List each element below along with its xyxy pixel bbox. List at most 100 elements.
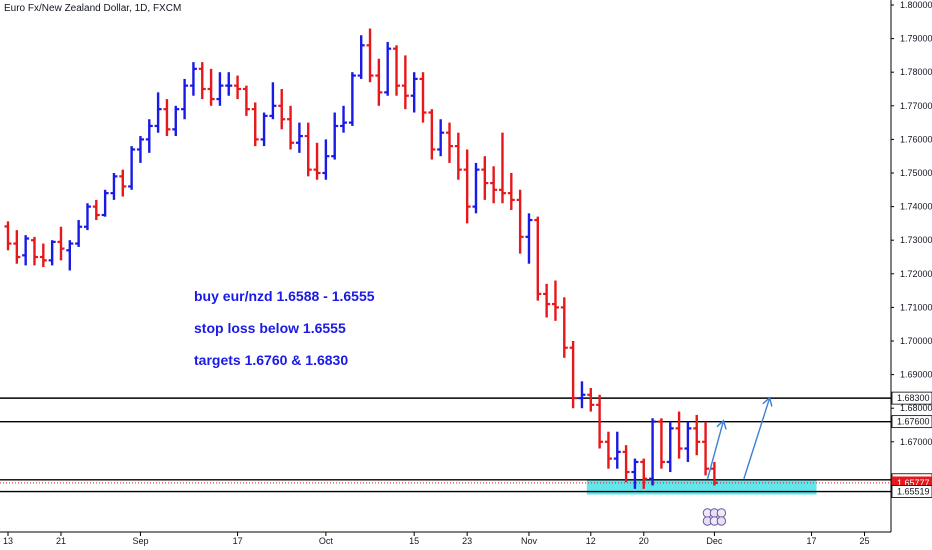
level-tag-label: 1.65519: [897, 487, 930, 497]
price-bar: [13, 230, 21, 264]
price-bar: [83, 203, 91, 231]
time-tick-label: 15: [409, 536, 419, 546]
price-bar: [340, 105, 348, 133]
time-tick-label: 25: [860, 536, 870, 546]
price-tick-label: 1.77000: [900, 101, 932, 111]
level-tag-label: 1.68300: [897, 393, 930, 403]
price-tick-label: 1.75000: [900, 168, 932, 178]
price-bar: [251, 102, 259, 147]
price-tick-label: 1.73000: [900, 235, 932, 245]
price-bar: [348, 72, 356, 126]
price-bar: [110, 173, 118, 200]
price-bars-layer: [4, 28, 718, 489]
time-tick-label: Nov: [521, 536, 538, 546]
price-tick-label: 1.71000: [900, 302, 932, 312]
price-bar: [30, 236, 38, 266]
price-bar: [437, 119, 445, 157]
trade-note-targets: targets 1.6760 & 1.6830: [194, 352, 349, 368]
price-bar: [189, 62, 197, 96]
price-bar: [454, 132, 462, 180]
last-price-tag-label: 1.65777: [897, 478, 930, 488]
time-axis[interactable]: 13 21 Sep 17 Oct 15 23 Nov 12 20 Dec 17 25: [0, 531, 891, 546]
projection-arrows-layer: [706, 399, 770, 479]
price-bar: [419, 72, 427, 123]
price-bar: [693, 414, 701, 456]
price-bar: [269, 82, 277, 120]
price-bar: [4, 221, 12, 251]
price-bar: [101, 189, 109, 217]
price-bar: [357, 35, 365, 79]
price-bar: [119, 169, 127, 197]
price-bar: [507, 173, 515, 210]
time-tick-label: 21: [56, 536, 66, 546]
time-tick-label: Dec: [706, 536, 723, 546]
level-tag-bg: [891, 415, 932, 429]
price-bar: [295, 122, 303, 153]
price-bar: [313, 142, 321, 180]
price-bar: [560, 297, 568, 358]
level-tag-label: 1.67600: [897, 417, 930, 427]
price-bar: [649, 418, 657, 486]
price-bar: [225, 72, 233, 96]
price-bar: [234, 75, 242, 100]
price-bar: [578, 381, 586, 409]
price-tick-label: 1.79000: [900, 34, 932, 44]
price-tick-label: 1.67000: [900, 437, 932, 447]
price-bar: [216, 72, 224, 106]
price-bar: [304, 122, 312, 177]
price-bar: [322, 139, 330, 180]
price-tick-label: 1.74000: [900, 202, 932, 212]
price-bar: [39, 243, 47, 268]
price-tick-label: 1.68000: [900, 403, 932, 413]
buy-zone-layer: [586, 479, 817, 495]
price-bar: [163, 99, 171, 137]
price-tick-label: 1.69000: [900, 370, 932, 380]
price-bar: [516, 189, 524, 254]
price-bar: [384, 41, 392, 96]
price-bar: [198, 62, 206, 100]
price-bar: [145, 119, 153, 153]
price-bar: [428, 109, 436, 160]
price-bar: [622, 445, 630, 483]
price-bar: [472, 162, 480, 214]
price-bar: [278, 89, 286, 130]
price-bar: [490, 166, 498, 204]
event-marker-icon: [716, 508, 727, 518]
time-tick-label: 13: [3, 536, 13, 546]
price-bar: [587, 388, 595, 412]
target-arrow-2: [743, 399, 769, 479]
price-bar: [684, 421, 692, 462]
price-bar: [525, 213, 533, 264]
level-tag-bg: [891, 391, 932, 405]
price-bar: [640, 458, 648, 489]
price-bar: [22, 235, 30, 266]
price-bar: [657, 418, 665, 469]
level-tag-bg: [891, 485, 932, 498]
price-bar: [260, 112, 268, 147]
price-bar: [534, 216, 542, 301]
price-axis[interactable]: 1.80000 1.79000 1.78000 1.77000 1.76000 1.750…: [890, 0, 932, 532]
level-lines-layer: [0, 397, 891, 493]
buy-zone-rect: [586, 479, 817, 495]
price-bar: [613, 431, 621, 469]
price-bar: [366, 28, 374, 83]
price-bar: [207, 68, 215, 106]
price-bar: [631, 458, 639, 489]
price-bar: [543, 283, 551, 318]
price-bar: [75, 220, 83, 247]
event-markers-layer: [702, 508, 727, 526]
price-bar: [675, 411, 683, 459]
price-tick-label: 1.76000: [900, 134, 932, 144]
price-bar: [481, 156, 489, 200]
price-bar: [498, 132, 506, 204]
price-tick-label: 1.70000: [900, 336, 932, 346]
price-bar: [393, 45, 401, 96]
price-bar: [596, 394, 604, 449]
price-bar: [463, 149, 471, 224]
price-bar: [666, 421, 674, 473]
price-bar: [48, 240, 56, 266]
target-arrow-1: [706, 422, 724, 479]
time-tick-label: 12: [586, 536, 596, 546]
